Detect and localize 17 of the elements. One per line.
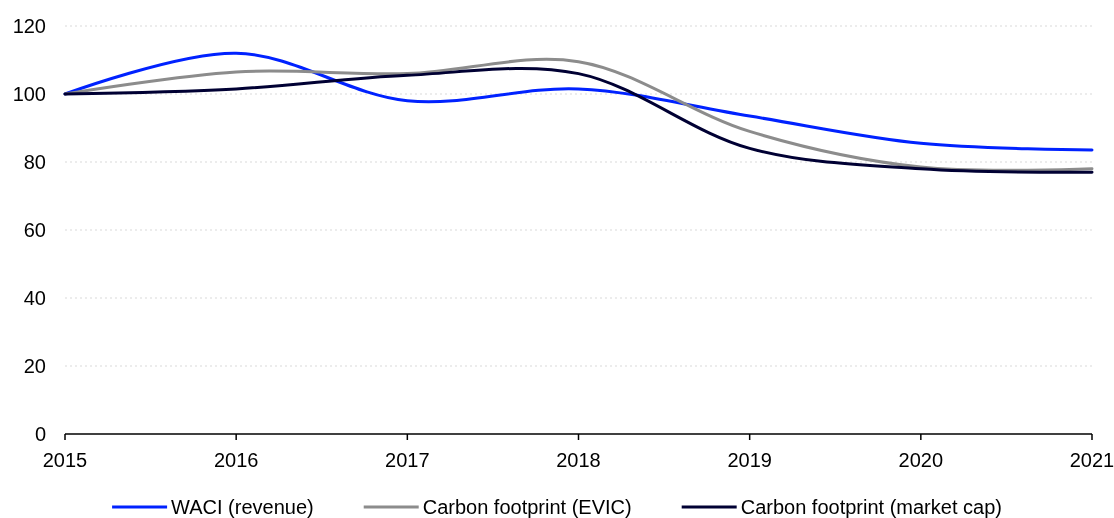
y-tick-label: 60 — [23, 219, 46, 241]
x-tick-label: 2017 — [385, 449, 430, 471]
y-tick-label: 120 — [12, 15, 46, 37]
y-tick-label: 40 — [23, 287, 46, 309]
legend-label: WACI (revenue) — [171, 496, 314, 518]
x-tick-label: 2019 — [727, 449, 772, 471]
legend-label: Carbon footprint (market cap) — [740, 496, 1002, 518]
x-tick-label: 2018 — [556, 449, 601, 471]
legend-label: Carbon footprint (EVIC) — [422, 496, 632, 518]
x-tick-label: 2016 — [213, 449, 259, 471]
y-tick-label: 0 — [34, 423, 46, 445]
y-tick-label: 80 — [23, 151, 46, 173]
x-tick-label: 2015 — [42, 449, 88, 471]
x-tick-label: 2020 — [898, 449, 944, 471]
y-tick-label: 100 — [12, 83, 46, 105]
x-tick-label: 2021 — [1069, 449, 1114, 471]
y-tick-label: 20 — [23, 355, 46, 377]
